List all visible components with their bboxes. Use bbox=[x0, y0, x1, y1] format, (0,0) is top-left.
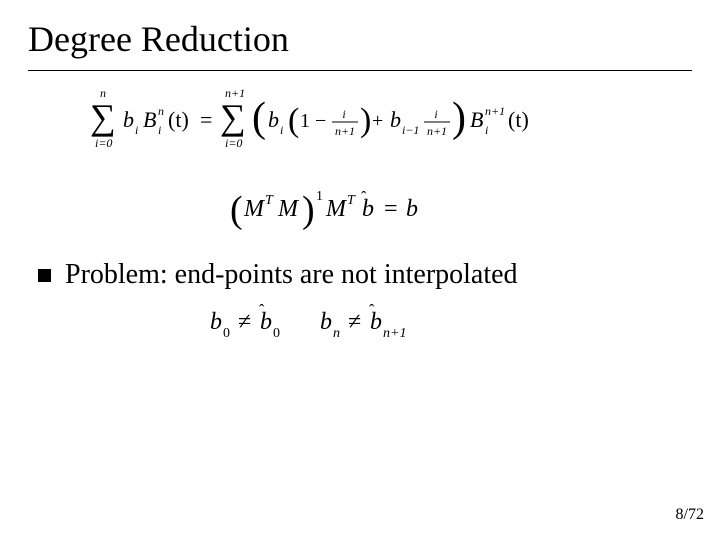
page-title: Degree Reduction bbox=[28, 18, 692, 60]
svg-text:M: M bbox=[243, 196, 266, 222]
svg-text:n+1: n+1 bbox=[335, 124, 355, 138]
svg-text:=: = bbox=[384, 196, 398, 222]
equation-2: ( M T M ) 1 M T b ˆ = b bbox=[28, 182, 692, 237]
bullet-item: Problem: end-points are not interpolated bbox=[38, 259, 692, 291]
svg-text:i=0: i=0 bbox=[95, 136, 112, 150]
svg-text:b: b bbox=[390, 107, 401, 132]
svg-text:n+1: n+1 bbox=[485, 104, 505, 118]
svg-text:n+1: n+1 bbox=[383, 326, 406, 341]
svg-text:ˆ: ˆ bbox=[369, 302, 375, 319]
svg-text:T: T bbox=[265, 193, 274, 208]
square-bullet-icon bbox=[38, 269, 51, 282]
svg-text:i−1: i−1 bbox=[402, 123, 419, 137]
svg-text:i: i bbox=[434, 107, 437, 121]
svg-text:i: i bbox=[280, 123, 283, 137]
svg-text:i: i bbox=[342, 107, 345, 121]
svg-text:(: ( bbox=[288, 102, 299, 139]
svg-text:T: T bbox=[347, 193, 356, 208]
svg-text:ˆ: ˆ bbox=[361, 189, 367, 206]
svg-text:b: b bbox=[406, 196, 418, 222]
bullet-text: Problem: end-points are not interpolated bbox=[65, 259, 518, 291]
equation-1: n ∑ i=0 b i B n i (t) = n+1 ∑ i=0 ( b i … bbox=[28, 85, 692, 160]
svg-text:M: M bbox=[325, 196, 348, 222]
svg-text:): ) bbox=[360, 102, 371, 139]
svg-text:n+1: n+1 bbox=[427, 124, 447, 138]
svg-text:B: B bbox=[470, 107, 483, 132]
svg-text:+: + bbox=[372, 110, 383, 132]
svg-text:M: M bbox=[277, 196, 300, 222]
svg-text:(t): (t) bbox=[508, 107, 529, 132]
svg-text:≠: ≠ bbox=[348, 309, 361, 335]
svg-text:1 −: 1 − bbox=[300, 110, 326, 132]
svg-text:n: n bbox=[333, 326, 340, 341]
svg-text:∑: ∑ bbox=[90, 97, 116, 137]
svg-text:∑: ∑ bbox=[220, 97, 246, 137]
svg-text:0: 0 bbox=[223, 326, 230, 341]
equation-3: b 0 ≠ b ˆ 0 b n ≠ b ˆ n+1 bbox=[28, 299, 692, 350]
svg-text:(: ( bbox=[230, 189, 243, 231]
svg-text:1: 1 bbox=[316, 189, 323, 204]
svg-text:0: 0 bbox=[273, 326, 280, 341]
page-number: 8/72 bbox=[676, 506, 704, 524]
svg-text:ˆ: ˆ bbox=[259, 302, 265, 319]
svg-text:b: b bbox=[268, 107, 279, 132]
svg-text:i: i bbox=[158, 123, 161, 137]
svg-text:b: b bbox=[210, 309, 222, 335]
svg-text:): ) bbox=[302, 189, 315, 231]
svg-text:=: = bbox=[200, 107, 212, 132]
svg-text:b: b bbox=[320, 309, 332, 335]
svg-text:≠: ≠ bbox=[238, 309, 251, 335]
svg-text:B: B bbox=[143, 107, 156, 132]
svg-text:(t): (t) bbox=[168, 107, 189, 132]
svg-text:): ) bbox=[452, 95, 466, 141]
svg-text:(: ( bbox=[252, 95, 266, 141]
svg-text:i: i bbox=[485, 123, 488, 137]
svg-text:b: b bbox=[123, 107, 134, 132]
svg-text:i=0: i=0 bbox=[225, 136, 242, 150]
svg-text:i: i bbox=[135, 123, 138, 137]
title-rule bbox=[28, 70, 692, 71]
svg-text:n: n bbox=[158, 104, 164, 118]
